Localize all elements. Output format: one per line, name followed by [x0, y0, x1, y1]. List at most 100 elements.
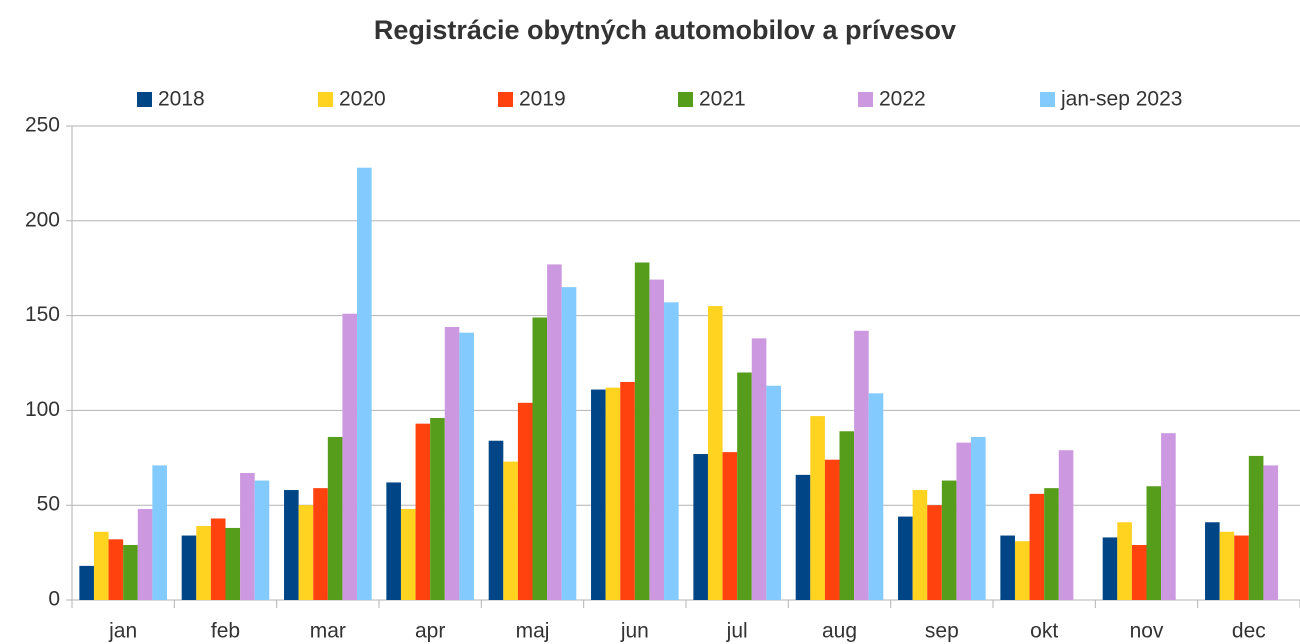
legend-swatch [137, 92, 152, 107]
bar [751, 338, 767, 600]
bar [1248, 455, 1264, 600]
bar [1014, 541, 1030, 600]
bar [503, 461, 518, 600]
bar [1000, 535, 1015, 600]
chart-title: Registrácie obytných automobilov a príve… [374, 15, 956, 45]
bar [123, 545, 138, 600]
bar [810, 416, 825, 600]
bar [254, 480, 270, 600]
bar [386, 482, 401, 600]
x-tick-label: sep [925, 620, 959, 643]
bar [766, 385, 781, 600]
bar [298, 505, 314, 600]
bar [210, 518, 226, 600]
bar [1058, 450, 1074, 600]
bar [342, 313, 358, 600]
bar [517, 402, 533, 600]
x-tick-label: dec [1232, 620, 1266, 643]
x-tick-label: mar [310, 620, 346, 643]
bar [941, 480, 957, 600]
bar [620, 381, 635, 600]
legend-swatch [318, 92, 333, 107]
bar [722, 452, 738, 600]
bar [181, 535, 197, 600]
bar [693, 454, 708, 600]
y-tick-label: 50 [37, 493, 60, 516]
bar [415, 423, 431, 600]
bar [152, 465, 167, 600]
legend-label: jan-sep 2023 [1060, 88, 1182, 111]
legend-label: 2021 [699, 88, 746, 111]
legend-swatch [1040, 92, 1055, 107]
bar [357, 167, 372, 600]
bar [225, 527, 241, 600]
bar [737, 372, 752, 600]
bar [313, 488, 328, 600]
bar [284, 490, 299, 600]
bar [561, 287, 577, 600]
y-tick-label: 200 [25, 208, 60, 231]
bar [547, 264, 562, 600]
bar [1263, 465, 1279, 600]
y-tick-label: 0 [48, 588, 60, 611]
bar [824, 459, 840, 600]
bar [912, 490, 928, 600]
bar [868, 393, 884, 600]
bar [137, 508, 153, 600]
x-tick-label: apr [415, 620, 445, 643]
bar [430, 417, 445, 600]
x-tick-label: feb [211, 620, 240, 643]
bar [108, 539, 124, 600]
bar [327, 436, 343, 600]
bar [1131, 545, 1147, 600]
legend-label: 2019 [519, 88, 566, 111]
bar [532, 317, 548, 600]
bar [459, 332, 474, 600]
legend-swatch [858, 92, 873, 107]
bar [971, 436, 986, 600]
bar [1219, 531, 1235, 600]
legend-swatch [498, 92, 513, 107]
y-tick-label: 150 [25, 303, 60, 326]
bar [1146, 486, 1162, 600]
x-tick-label: jul [726, 620, 748, 643]
legend-label: 2018 [158, 88, 205, 111]
bar [1044, 488, 1059, 600]
bar [1102, 537, 1118, 600]
x-tick-label: okt [1030, 620, 1058, 643]
bar [400, 508, 416, 600]
bar [93, 531, 109, 600]
bar [664, 302, 679, 600]
bar [898, 516, 913, 600]
y-tick-label: 100 [25, 398, 60, 421]
bar [927, 505, 942, 600]
bar [1234, 535, 1249, 600]
bar [488, 440, 504, 600]
bar [196, 526, 211, 600]
bar [795, 474, 811, 600]
legend-label: 2020 [339, 88, 386, 111]
x-tick-label: jun [620, 620, 649, 643]
bar [1117, 522, 1132, 600]
bar [649, 279, 665, 600]
bar [444, 326, 460, 600]
bar [1029, 493, 1045, 600]
y-tick-label: 250 [25, 114, 60, 137]
bar [956, 442, 972, 600]
bar [605, 387, 621, 600]
bar [79, 565, 94, 600]
x-tick-label: maj [516, 620, 550, 643]
x-tick-label: aug [822, 620, 857, 643]
x-tick-label: nov [1130, 620, 1164, 643]
bar [634, 262, 650, 600]
bar [854, 330, 869, 600]
legend-label: 2022 [879, 88, 926, 111]
bar [839, 431, 855, 600]
bar [1161, 433, 1176, 600]
bar [707, 306, 723, 600]
legend-swatch [678, 92, 693, 107]
bar [240, 472, 255, 600]
bar [1205, 522, 1220, 600]
bar [591, 389, 606, 600]
